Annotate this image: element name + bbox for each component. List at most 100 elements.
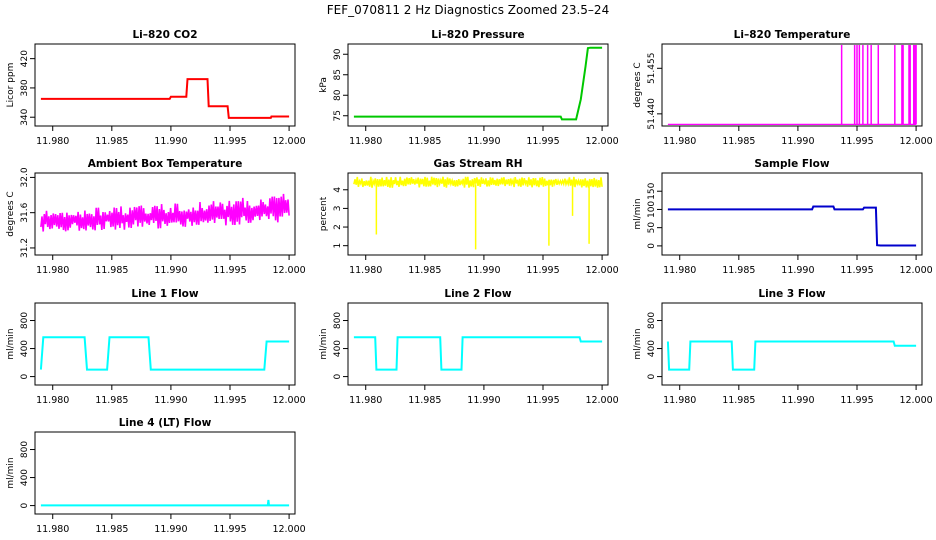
plot-frame [347,302,609,386]
y-tick-label: 420 [20,50,30,67]
plot-area [40,499,290,507]
x-tick-label: 11.985 [408,136,441,147]
plot-area [666,340,917,371]
y-tick-label: 4 [333,187,343,193]
x-tick-label: 11.990 [154,395,187,406]
plot-frame [347,172,609,256]
series-noise [353,176,603,188]
y-tick-label: 1 [333,243,343,249]
x-tick-label: 11.985 [95,395,128,406]
y-tick-label: 85 [333,69,343,80]
x-tick-label: 11.985 [722,265,755,276]
y-axis-label: ml/min [6,328,16,359]
x-tick-label: 11.995 [526,136,559,147]
plot-area [40,78,290,119]
plot-frame [661,172,923,256]
y-axis-label: ml/min [6,457,16,488]
panel-3: Li–820 Temperature 11.980 11.985 11.990 11.9… [633,29,933,147]
series-line [353,336,603,371]
y-axis-label: ml/min [633,328,643,359]
plot-area [667,45,917,125]
series-noise [40,193,290,232]
y-tick-label: 400 [647,340,657,357]
y-tick-label: 400 [333,340,343,357]
x-tick-label: 12.000 [899,395,932,406]
x-tick-label: 12.000 [272,395,305,406]
x-tick-label: 11.985 [95,136,128,147]
panel-7: Line 1 Flow 11.980 11.985 11.990 11.995 12.00… [6,288,306,406]
y-tick-label: 340 [20,108,30,125]
plot-frame [34,431,296,515]
x-tick-label: 12.000 [585,395,618,406]
plot-area [353,336,603,371]
x-tick-label: 11.990 [467,395,500,406]
plot-area [39,336,290,371]
x-tick-label: 11.980 [349,265,382,276]
y-tick-label: 800 [647,312,657,329]
panel-1: Li–820 CO2 11.980 11.985 11.990 11.995 12.000… [6,29,306,147]
figure-title: FEF_070811 2 Hz Diagnostics Zoomed 23.5–… [326,3,610,17]
y-tick-label: 32.0 [20,167,30,187]
y-tick-label: 75 [333,110,343,121]
y-tick-label: 150 [647,182,657,199]
y-tick-label: 800 [20,441,30,458]
y-tick-label: 31.2 [20,238,30,258]
x-tick-label: 11.990 [154,265,187,276]
y-axis-label: ml/min [633,198,643,229]
panel-4: Ambient Box Temperature 11.980 11.985 11.99… [6,158,306,276]
x-tick-label: 11.995 [213,524,246,535]
x-tick-label: 11.980 [36,395,69,406]
x-tick-label: 11.995 [526,265,559,276]
x-tick-label: 11.990 [467,265,500,276]
x-tick-label: 11.980 [36,136,69,147]
series-line [353,46,603,121]
plot-frame [347,43,609,127]
plot-area [40,193,290,232]
y-tick-label: 0 [20,502,30,508]
panel-title: Li–820 Temperature [734,29,851,41]
y-tick-label: 0 [647,243,657,249]
panel-title: Sample Flow [754,158,829,170]
x-tick-label: 11.985 [408,265,441,276]
panel-title: Line 4 (LT) Flow [119,417,212,429]
x-tick-label: 12.000 [585,265,618,276]
x-tick-label: 12.000 [899,136,932,147]
panel-title: Line 2 Flow [444,288,511,300]
plot-area [353,176,603,250]
y-tick-label: 400 [20,469,30,486]
x-tick-label: 11.995 [840,265,873,276]
y-axis-label: ml/min [319,328,329,359]
x-tick-label: 11.985 [408,395,441,406]
series-line [39,336,290,371]
y-axis-label: Licor ppm [6,63,16,108]
y-axis-label: kPa [319,77,329,93]
x-tick-label: 11.995 [213,265,246,276]
x-tick-label: 11.990 [154,524,187,535]
y-tick-label: 80 [333,89,343,101]
series-line [40,78,290,119]
x-tick-label: 11.995 [213,395,246,406]
y-tick-label: 400 [20,340,30,357]
x-tick-label: 11.990 [781,265,814,276]
y-tick-label: 0 [20,373,30,379]
x-tick-label: 11.990 [467,136,500,147]
series-line [40,499,290,507]
y-tick-label: 51.455 [647,53,657,85]
panel-title: Ambient Box Temperature [88,158,243,170]
series-line [667,205,917,247]
x-tick-label: 11.990 [781,136,814,147]
plot-frame [34,302,296,386]
y-tick-label: 50 [647,222,657,234]
x-tick-label: 12.000 [899,265,932,276]
x-tick-label: 11.985 [95,265,128,276]
panel-title: Line 3 Flow [758,288,825,300]
x-tick-label: 11.980 [349,395,382,406]
x-tick-label: 11.990 [154,136,187,147]
plot-frame [661,43,923,127]
y-tick-label: 800 [20,312,30,329]
y-axis-label: degrees C [6,191,16,236]
x-tick-label: 11.980 [36,524,69,535]
y-tick-label: 31.6 [20,202,30,222]
